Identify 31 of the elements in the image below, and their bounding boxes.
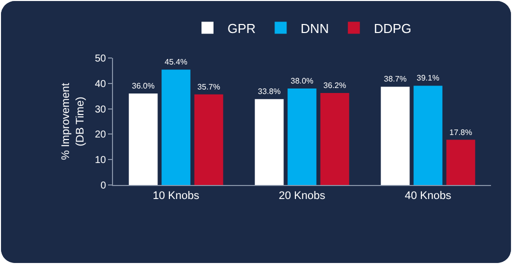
bar [254, 99, 284, 185]
y-tick-label: 20 [94, 130, 106, 141]
bar [380, 86, 410, 185]
x-tick-label: 20 Knobs [278, 190, 326, 202]
data-label: 35.7% [197, 82, 220, 92]
bar [414, 86, 442, 185]
x-tick-label: 10 Knobs [152, 190, 200, 202]
bar [320, 93, 350, 185]
x-tick-label: 40 Knobs [404, 190, 452, 202]
data-label: 38.7% [384, 74, 407, 84]
y-tick-label: 50 [94, 54, 106, 64]
y-tick-label: 10 [94, 155, 106, 166]
bar [288, 88, 316, 185]
y-tick-label: 30 [94, 104, 106, 116]
data-label: 39.1% [416, 74, 440, 83]
data-label: 38.0% [290, 76, 314, 86]
data-label: 33.8% [258, 87, 281, 96]
legend-label: GPR [228, 20, 256, 36]
bar [128, 94, 158, 185]
data-label: 45.4% [164, 58, 188, 67]
data-label: 36.0% [132, 82, 155, 91]
data-label: 36.2% [323, 81, 346, 90]
bar [446, 140, 476, 185]
legend-label: DNN [300, 20, 329, 36]
data-label: 17.8% [449, 128, 472, 137]
y-axis-title: % Improvement (DB Time) [60, 82, 87, 160]
bar [162, 70, 190, 185]
bar [194, 94, 224, 185]
legend-label: DDPG [374, 20, 412, 36]
y-tick-label: 0 [100, 180, 106, 192]
y-tick-label: 40 [94, 78, 106, 90]
